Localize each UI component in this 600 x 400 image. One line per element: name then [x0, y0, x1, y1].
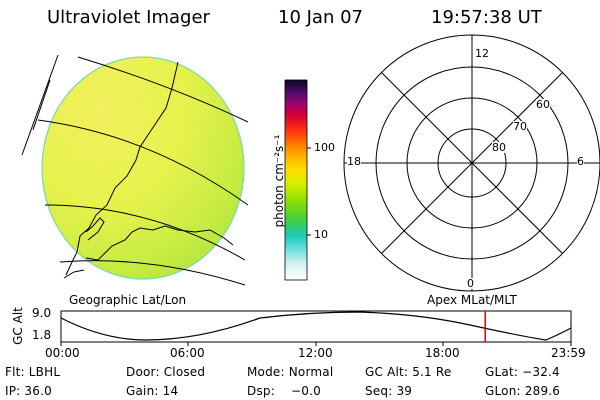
mlt-label-6: 6 [577, 155, 584, 168]
geo-panel-label: Geographic Lat/Lon [69, 293, 187, 307]
coastline [63, 61, 234, 279]
instrument-title: Ultraviolet Imager [47, 7, 210, 28]
altitude-plot [60, 310, 572, 346]
alt-ytick-max: 9.0 [32, 306, 52, 320]
polar-plot [343, 34, 600, 292]
apex-panel-label: Apex MLat/MLT [427, 293, 517, 307]
mlt-label-0: 0 [467, 277, 474, 290]
colorbar-tick-10: 10 [314, 228, 328, 241]
time-label: 19:57:38 UT [431, 7, 542, 28]
colorbar-label: photon cm⁻²s⁻¹ [272, 134, 286, 228]
alt-xtick-2359: 23:59 [551, 346, 586, 360]
lat-label-70: 70 [513, 120, 527, 133]
info-gc-alt: GC Alt: 5.1 Re [365, 365, 452, 379]
info-door: Door: Closed [126, 365, 206, 379]
alt-ylabel: GC Alt [11, 307, 25, 345]
info-gain: Gain: 14 [126, 384, 179, 398]
alt-xtick-0000: 00:00 [45, 346, 80, 360]
alt-xtick-0600: 06:00 [170, 346, 205, 360]
geo-grid-lines [21, 54, 249, 286]
info-flt: Flt: LBHL [5, 365, 61, 379]
info-mode: Mode: Normal [247, 365, 334, 379]
alt-xtick-1800: 18:00 [425, 346, 460, 360]
info-glon: GLon: 289.6 [485, 384, 561, 398]
colorbar-tick-100: 100 [314, 141, 335, 154]
info-dsp: Dsp: −0.0 [247, 384, 321, 398]
info-seq: Seq: 39 [365, 384, 413, 398]
alt-ytick-min: 1.8 [32, 328, 52, 342]
alt-xtick-1200: 12:00 [298, 346, 333, 360]
info-ip: IP: 36.0 [5, 384, 52, 398]
lat-label-60: 60 [536, 98, 550, 111]
mlt-label-18: 18 [347, 155, 361, 168]
date-label: 10 Jan 07 [278, 7, 363, 28]
mlt-label-12: 12 [475, 47, 489, 60]
colorbar [284, 79, 311, 281]
lat-label-80: 80 [492, 141, 506, 154]
info-glat: GLat: −32.4 [485, 365, 560, 379]
uv-image-disk [41, 56, 245, 280]
